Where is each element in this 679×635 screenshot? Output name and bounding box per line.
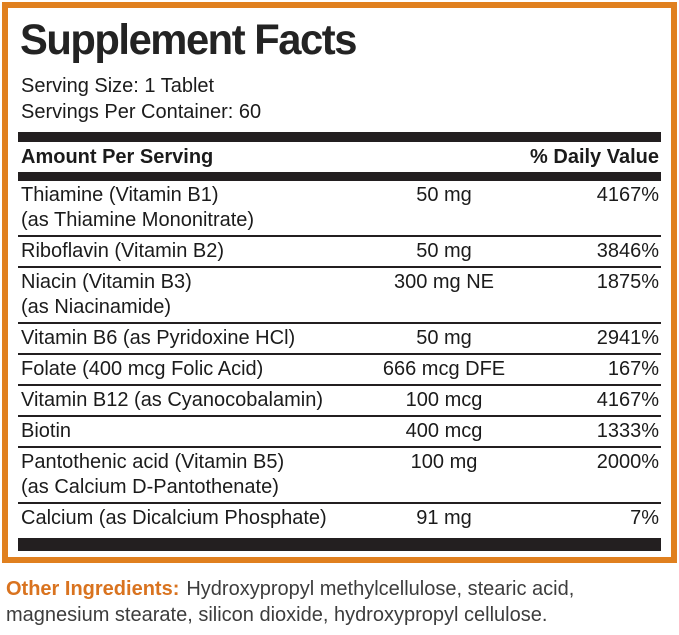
- nutrient-amount: 300 mg NE: [393, 271, 495, 293]
- nutrient-amount: 50 mg: [416, 327, 472, 349]
- nutrient-name-main: Vitamin B6 (as Pyridoxine HCl): [21, 327, 296, 349]
- table-row-riboflavin: Riboflavin (Vitamin B2) 50 mg 3846%: [18, 235, 661, 266]
- nutrient-name-main: Biotin: [21, 420, 72, 442]
- other-ingredients-label: Other Ingredients:: [6, 578, 180, 600]
- nutrient-name: Pantothenic acid (Vitamin B5) (as Calciu…: [21, 450, 349, 500]
- nutrient-daily-value: 4167%: [596, 389, 659, 411]
- other-ingredients-text: Hydroxypropyl methylcellulose, stearic a…: [6, 578, 575, 626]
- nutrient-amount: 400 mcg: [405, 420, 483, 442]
- daily-value-header: % Daily Value: [530, 146, 659, 168]
- nutrient-daily-value: 1875%: [596, 271, 659, 293]
- nutrient-daily-value: 1333%: [596, 420, 659, 442]
- nutrient-daily-value: 2000%: [596, 451, 659, 473]
- nutrient-amount: 666 mcg DFE: [382, 358, 506, 380]
- panel-title: Supplement Facts: [20, 16, 357, 64]
- nutrient-name-main: Riboflavin (Vitamin B2): [21, 240, 225, 262]
- table-row-biotin: Biotin 400 mcg 1333%: [18, 415, 661, 446]
- nutrient-amount: 50 mg: [416, 184, 472, 206]
- nutrient-name: Thiamine (Vitamin B1) (as Thiamine Monon…: [21, 183, 349, 233]
- table-column-header: Amount Per Serving % Daily Value: [18, 142, 661, 172]
- divider-bar-bottom: [18, 538, 661, 551]
- table-row-thiamine: Thiamine (Vitamin B1) (as Thiamine Monon…: [18, 181, 661, 235]
- nutrient-amount: 100 mcg: [405, 389, 483, 411]
- nutrient-name: Biotin: [21, 419, 349, 444]
- table-row-niacin: Niacin (Vitamin B3) (as Niacinamide) 300…: [18, 266, 661, 322]
- nutrient-name-sub: (as Calcium D-Pantothenate): [21, 476, 279, 498]
- nutrient-table: Thiamine (Vitamin B1) (as Thiamine Monon…: [18, 181, 661, 533]
- nutrient-name: Folate (400 mcg Folic Acid): [21, 357, 349, 382]
- divider-bar-top: [18, 132, 661, 142]
- nutrient-name-main: Folate (400 mcg Folic Acid): [21, 358, 264, 380]
- nutrient-name-main: Calcium (as Dicalcium Phosphate): [21, 507, 327, 529]
- nutrient-amount: 91 mg: [416, 507, 472, 529]
- serving-size: Serving Size: 1 Tablet: [21, 75, 215, 97]
- nutrient-name: Niacin (Vitamin B3) (as Niacinamide): [21, 270, 349, 320]
- nutrient-name: Vitamin B12 (as Cyanocobalamin): [21, 388, 349, 413]
- nutrient-daily-value: 3846%: [596, 240, 659, 262]
- nutrient-name-main: Thiamine (Vitamin B1): [21, 184, 219, 206]
- nutrient-daily-value: 4167%: [596, 184, 659, 206]
- nutrient-daily-value: 167%: [607, 358, 659, 380]
- nutrient-name-sub: (as Niacinamide): [21, 296, 172, 318]
- amount-per-serving-header: Amount Per Serving: [21, 146, 214, 168]
- divider-bar-header: [18, 172, 661, 181]
- other-ingredients: Other Ingredients: Hydroxypropyl methylce…: [6, 576, 671, 628]
- nutrient-amount: 50 mg: [416, 240, 472, 262]
- nutrient-daily-value: 7%: [630, 507, 659, 529]
- nutrient-name: Calcium (as Dicalcium Phosphate): [21, 506, 349, 531]
- servings-per-container: Servings Per Container: 60: [21, 101, 262, 123]
- table-row-folate: Folate (400 mcg Folic Acid) 666 mcg DFE …: [18, 353, 661, 384]
- nutrient-daily-value: 2941%: [596, 327, 659, 349]
- nutrient-name-main: Vitamin B12 (as Cyanocobalamin): [21, 389, 324, 411]
- table-row-vitamin-b6: Vitamin B6 (as Pyridoxine HCl) 50 mg 294…: [18, 322, 661, 353]
- nutrient-name-main: Niacin (Vitamin B3): [21, 271, 192, 293]
- table-row-pantothenic-acid: Pantothenic acid (Vitamin B5) (as Calciu…: [18, 446, 661, 502]
- nutrient-name: Riboflavin (Vitamin B2): [21, 239, 349, 264]
- nutrient-name: Vitamin B6 (as Pyridoxine HCl): [21, 326, 349, 351]
- nutrient-name-sub: (as Thiamine Mononitrate): [21, 209, 255, 231]
- table-row-calcium: Calcium (as Dicalcium Phosphate) 91 mg 7…: [18, 502, 661, 533]
- nutrient-amount: 100 mg: [410, 451, 478, 473]
- supplement-facts-panel: Supplement Facts Serving Size: 1 Tablet …: [2, 2, 677, 563]
- footnotes-section: Other Ingredients: Hydroxypropyl methylce…: [2, 563, 677, 635]
- nutrient-name-main: Pantothenic acid (Vitamin B5): [21, 451, 285, 473]
- table-row-vitamin-b12: Vitamin B12 (as Cyanocobalamin) 100 mcg …: [18, 384, 661, 415]
